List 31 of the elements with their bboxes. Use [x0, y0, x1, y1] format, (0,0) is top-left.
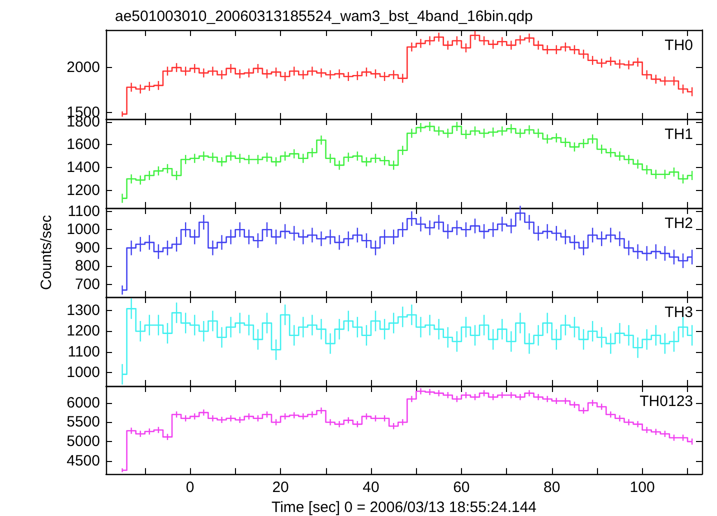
y-tick-label: 1100: [68, 202, 100, 220]
x-tick-label: 0: [186, 479, 194, 496]
y-tick-label: 5000: [66, 433, 100, 450]
y-tick-label: 800: [74, 258, 100, 275]
series-label: TH0123: [640, 393, 694, 410]
chart-title: ae501003010_20060313185524_wam3_bst_4band_16bin.qdp: [115, 8, 533, 25]
x-tick-label: 20: [272, 479, 289, 496]
y-tick-label: 1600: [66, 136, 100, 154]
series-label: TH2: [664, 215, 694, 232]
x-tick-label: 60: [453, 479, 470, 496]
y-tick-label: 5500: [66, 414, 100, 431]
y-tick-label: 1000: [66, 221, 100, 238]
y-axis-title: Counts/sec: [38, 214, 55, 290]
y-tick-label: 1400: [66, 158, 100, 176]
y-tick-label: 4500: [66, 452, 100, 470]
y-tick-label: 1200: [66, 322, 100, 340]
series-label: TH3: [664, 304, 694, 321]
series-label: TH1: [664, 126, 694, 143]
y-tick-label: 700: [74, 276, 100, 294]
series-label: TH0: [664, 37, 694, 54]
x-tick-label: 100: [630, 479, 655, 496]
x-tick-label: 80: [544, 479, 560, 496]
x-tick-label: 40: [362, 479, 380, 496]
y-tick-label: 1100: [68, 343, 100, 360]
y-tick-label: 6000: [66, 394, 100, 412]
x-axis-title: Time [sec] 0 = 2006/03/13 18:55:24.144: [271, 499, 537, 516]
y-tick-label: 1000: [66, 364, 100, 381]
y-tick-label: 900: [74, 239, 100, 256]
y-tick-label: 1200: [66, 182, 100, 199]
y-tick-label: 1300: [66, 302, 100, 320]
y-tick-label: 2000: [66, 59, 100, 76]
